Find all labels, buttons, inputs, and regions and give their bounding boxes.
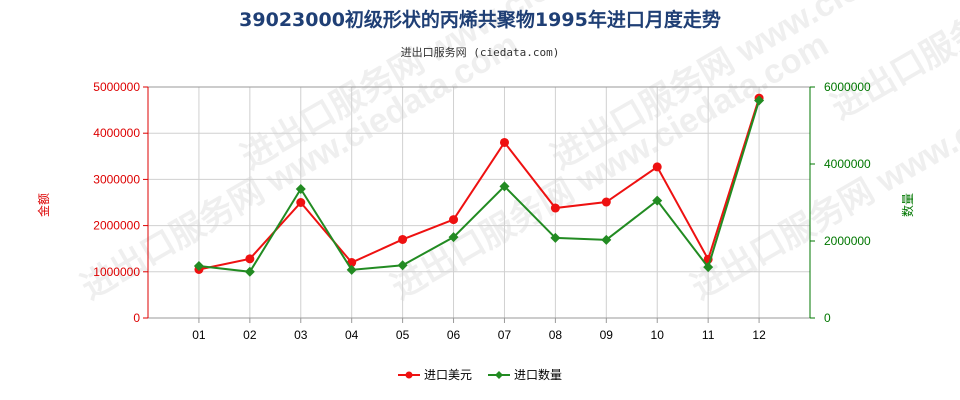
series-1-point: [296, 198, 306, 207]
y-axis-label-left: 金额: [36, 193, 51, 217]
left-axis: 0 1000000 2000000 3000000 4000000 5000000: [93, 80, 149, 325]
series-line-1: [198, 97, 761, 271]
series-2-point: [193, 261, 204, 272]
watermark-text: 进出口服务网 www.ciedata.com: [825, 0, 960, 127]
left-axis-tick-label: 5000000: [93, 80, 140, 94]
series-2-point: [499, 181, 510, 192]
x-axis-tick-label: 08: [549, 328, 563, 342]
x-axis-tick-label: 11: [702, 328, 715, 342]
right-axis-tick-label: 6000000: [824, 80, 871, 94]
x-axis-tick-label: 07: [498, 328, 512, 342]
right-axis-tick-label: 0: [824, 311, 831, 325]
series-layer: [193, 93, 765, 277]
series-2-point: [244, 266, 255, 277]
series-2-point: [346, 264, 357, 275]
right-axis: 0 2000000 4000000 6000000: [809, 80, 871, 325]
series-1-point: [398, 234, 408, 244]
series-2-point: [295, 184, 306, 195]
left-axis-tick-label: 4000000: [93, 126, 140, 140]
y-axis-label-right: 数量: [900, 193, 915, 217]
x-axis-tick-label: 04: [345, 328, 359, 342]
series-1-point: [449, 215, 459, 225]
x-axis-tick-label: 10: [651, 328, 665, 342]
series-1-point: [601, 197, 611, 207]
x-axis-tick-label: 09: [600, 328, 614, 342]
right-axis-tick-label: 2000000: [824, 234, 871, 248]
legend-label: 进口美元: [424, 368, 472, 382]
legend-label: 进口数量: [514, 367, 562, 382]
x-axis-tick-label: 03: [294, 328, 308, 342]
series-2-point: [703, 262, 714, 273]
series-2-point: [754, 95, 765, 106]
series-1-point: [652, 162, 662, 172]
legend-swatch-marker: [495, 371, 503, 379]
series-1-point: [499, 137, 509, 147]
legend-swatch-marker: [405, 371, 413, 379]
series-2-point: [397, 260, 408, 271]
x-axis-tick-label: 01: [192, 328, 206, 342]
series-2-point: [601, 234, 612, 245]
left-axis-tick-label: 0: [133, 311, 140, 325]
left-axis-tick-label: 2000000: [93, 219, 140, 233]
x-axis-tick-label: 12: [752, 328, 766, 342]
left-axis-tick-label: 1000000: [93, 265, 140, 279]
series-2-point: [550, 232, 561, 243]
legend: 进口美元 进口数量: [398, 367, 562, 382]
series-1-point: [550, 203, 560, 213]
x-axis-tick-label: 05: [396, 328, 410, 342]
chart-title: 39023000初级形状的丙烯共聚物1995年进口月度走势: [239, 8, 721, 31]
x-axis-tick-label: 02: [243, 328, 257, 342]
x-axis-tick-label: 06: [447, 328, 461, 342]
series-line-2: [198, 100, 761, 273]
right-axis-tick-label: 4000000: [824, 157, 871, 171]
series-2-point: [652, 195, 663, 206]
series-1-point: [245, 254, 255, 264]
chart-subtitle: 进出口服务网 (ciedata.com): [401, 45, 560, 59]
series-2-point: [448, 232, 459, 243]
x-axis: 01 02 03 04 05 06 07 08 09 10 11 12: [192, 318, 766, 342]
left-axis-tick-label: 3000000: [93, 172, 140, 186]
